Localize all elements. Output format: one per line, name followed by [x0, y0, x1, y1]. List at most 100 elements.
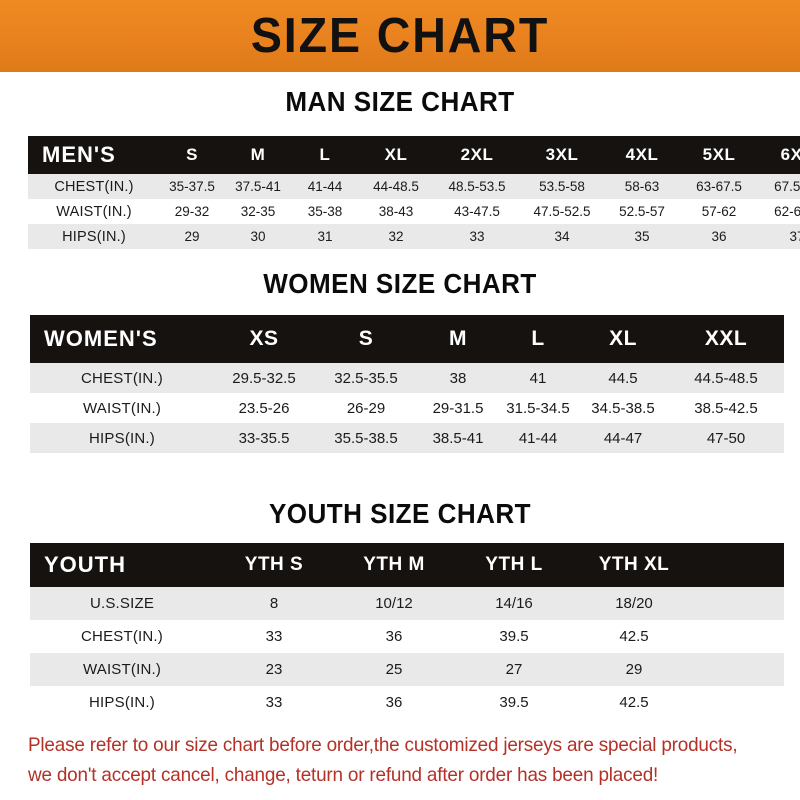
order-policy-note-line-2: we don't accept cancel, change, teturn o… [28, 764, 659, 786]
men-size-header: 2XL [460, 145, 494, 164]
women-cell: 29-31.5 [432, 399, 484, 417]
table-row: HIPS(IN.) 33-35.5 35.5-38.5 38.5-41 41-4… [30, 423, 784, 453]
youth-cell: 36 [385, 628, 403, 645]
women-cell: 47-50 [706, 429, 746, 447]
table-row: CHEST(IN.) 35-37.5 37.5-41 41-44 44-48.5… [28, 174, 800, 199]
women-cell: 38.5-41 [432, 429, 484, 447]
table-row: HIPS(IN.) 29 30 31 32 33 34 35 36 37 [28, 224, 800, 249]
youth-cell: 33 [265, 628, 283, 645]
men-cell: 30 [250, 229, 266, 244]
youth-row-label: CHEST(IN.) [81, 628, 163, 645]
youth-row-label: WAIST(IN.) [82, 661, 162, 678]
youth-size-header: YTH XL [598, 554, 670, 575]
men-cell: 67.5-72 [774, 179, 800, 194]
men-size-header: L [319, 145, 331, 164]
women-cell: 44.5 [608, 369, 638, 387]
youth-cell: 33 [265, 694, 283, 711]
men-cell: 33 [469, 229, 485, 244]
men-size-table: MEN'S S M L XL 2XL 3XL 4XL 5XL 6XL CHEST… [28, 136, 800, 249]
men-cell: 36 [711, 229, 727, 244]
women-size-table: WOMEN'S XS S M L XL XXL CHEST(IN.) 29.5-… [30, 315, 784, 453]
men-corner-label: MEN'S [42, 142, 116, 167]
men-cell: 58-63 [624, 179, 660, 194]
youth-row-label: U.S.SIZE [89, 595, 155, 612]
order-policy-note: Please refer to our size chart before or… [28, 730, 757, 790]
youth-cell: 8 [269, 595, 279, 612]
banner-title: SIZE CHART [250, 8, 550, 63]
youth-table-head: YOUTH YTH S YTH M YTH L YTH XL [30, 543, 784, 587]
women-cell: 31.5-34.5 [506, 399, 570, 417]
men-header-row: MEN'S S M L XL 2XL 3XL 4XL 5XL 6XL [28, 136, 800, 174]
men-cell: 41-44 [307, 179, 343, 194]
men-cell: 62-66.5 [774, 204, 800, 219]
table-row: WAIST(IN.) 29-32 32-35 35-38 38-43 43-47… [28, 199, 800, 224]
men-size-header: 4XL [625, 145, 659, 164]
women-cell: 23.5-26 [238, 399, 290, 417]
men-cell: 35-38 [307, 204, 343, 219]
banner: SIZE CHART [0, 0, 800, 72]
women-cell: 35.5-38.5 [334, 429, 398, 447]
youth-section-title: YOUTH SIZE CHART [268, 498, 532, 529]
women-cell: 29.5-32.5 [232, 369, 296, 387]
youth-size-header: YTH L [485, 554, 543, 575]
men-cell: 57-62 [701, 204, 737, 219]
women-cell: 44-47 [603, 429, 643, 447]
youth-cell: 39.5 [499, 694, 529, 711]
youth-size-header: YTH S [244, 554, 304, 575]
youth-cell-spacer [694, 686, 784, 719]
table-row: CHEST(IN.) 29.5-32.5 32.5-35.5 38 41 44.… [30, 363, 784, 393]
men-row-label: CHEST(IN.) [54, 178, 134, 195]
women-cell: 32.5-35.5 [334, 369, 398, 387]
youth-size-header: YTH M [363, 554, 425, 575]
men-size-header: S [186, 145, 198, 164]
women-size-header: XS [249, 327, 279, 350]
youth-cell: 18/20 [615, 595, 653, 612]
youth-cell: 39.5 [499, 628, 529, 645]
women-row-label: CHEST(IN.) [81, 369, 163, 387]
women-cell: 33-35.5 [238, 429, 290, 447]
women-table-body: CHEST(IN.) 29.5-32.5 32.5-35.5 38 41 44.… [30, 363, 784, 453]
women-cell: 41-44 [518, 429, 558, 447]
men-cell: 43-47.5 [454, 204, 500, 219]
men-cell: 35 [634, 229, 650, 244]
youth-cell: 23 [265, 661, 283, 678]
table-row: CHEST(IN.) 33 36 39.5 42.5 [30, 620, 784, 653]
table-row: WAIST(IN.) 23.5-26 26-29 29-31.5 31.5-34… [30, 393, 784, 423]
men-cell: 52.5-57 [619, 204, 665, 219]
women-size-header: XXL [704, 327, 748, 350]
youth-cell: 42.5 [619, 628, 649, 645]
men-size-header: 6XL [780, 145, 800, 164]
men-cell: 48.5-53.5 [448, 179, 506, 194]
order-policy-note-line-1: Please refer to our size chart before or… [28, 734, 738, 756]
men-table-head: MEN'S S M L XL 2XL 3XL 4XL 5XL 6XL [28, 136, 800, 174]
women-size-header: M [449, 327, 467, 350]
table-row: U.S.SIZE 8 10/12 14/16 18/20 [30, 587, 784, 620]
youth-size-header-spacer [694, 543, 784, 587]
youth-header-row: YOUTH YTH S YTH M YTH L YTH XL [30, 543, 784, 587]
youth-size-table: YOUTH YTH S YTH M YTH L YTH XL U.S.SIZE … [30, 543, 784, 719]
women-cell: 44.5-48.5 [694, 369, 758, 387]
youth-row-label: HIPS(IN.) [89, 694, 155, 711]
men-cell: 63-67.5 [696, 179, 742, 194]
youth-cell-spacer [694, 587, 784, 620]
men-size-header: XL [384, 145, 408, 164]
men-cell: 32 [388, 229, 404, 244]
women-cell: 26-29 [346, 399, 386, 417]
youth-cell: 14/16 [495, 595, 533, 612]
youth-cell: 10/12 [375, 595, 413, 612]
men-row-label: WAIST(IN.) [56, 203, 132, 220]
men-cell: 53.5-58 [539, 179, 585, 194]
youth-cell: 36 [385, 694, 403, 711]
youth-cell-spacer [694, 620, 784, 653]
women-cell: 34.5-38.5 [591, 399, 655, 417]
men-cell: 29 [184, 229, 200, 244]
men-cell: 44-48.5 [373, 179, 419, 194]
men-cell: 34 [554, 229, 570, 244]
women-cell: 38 [449, 369, 467, 387]
table-row: HIPS(IN.) 33 36 39.5 42.5 [30, 686, 784, 719]
table-row: WAIST(IN.) 23 25 27 29 [30, 653, 784, 686]
men-row-label: HIPS(IN.) [62, 228, 126, 245]
youth-cell: 29 [625, 661, 643, 678]
youth-corner-label: YOUTH [44, 552, 126, 577]
men-cell: 37 [789, 229, 800, 244]
